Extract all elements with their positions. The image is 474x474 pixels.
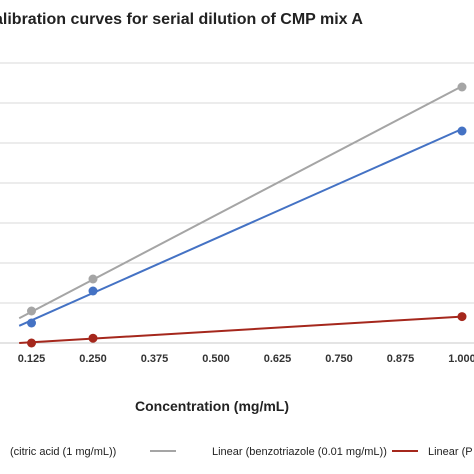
series-3 — [19, 312, 467, 348]
data-point — [88, 286, 98, 296]
legend: (citric acid (1 mg/mL)) Linear (benzotria… — [10, 446, 473, 458]
x-tick-label: 0.500 — [202, 353, 230, 365]
x-tick-label: 0.125 — [18, 353, 46, 365]
x-axis-title: Concentration (mg/mL) — [135, 398, 289, 414]
legend-label: Linear (benzotriazole (0.01 mg/mL)) — [212, 446, 387, 458]
data-point — [457, 82, 467, 92]
data-point — [88, 333, 98, 343]
gridlines — [0, 62, 474, 344]
series-1 — [18, 82, 467, 320]
data-point — [27, 306, 36, 316]
x-tick-label: 0.250 — [79, 353, 107, 365]
data-point — [457, 126, 467, 136]
legend-label: Linear (P — [428, 446, 473, 458]
trendline — [19, 315, 463, 344]
trendline — [18, 85, 463, 320]
x-axis-ticks: 0.125 0.250 0.375 0.500 0.625 0.750 0.875 1.000 — [18, 353, 474, 365]
trendline — [18, 128, 463, 327]
data-point — [457, 312, 467, 322]
x-tick-label: 0.625 — [264, 353, 292, 365]
x-tick-label: 0.750 — [325, 353, 353, 365]
x-tick-label: 1.000 — [448, 353, 474, 365]
series-group — [18, 82, 467, 348]
x-tick-label: 0.875 — [387, 353, 415, 365]
series-2 — [18, 126, 467, 328]
x-tick-label: 0.375 — [141, 353, 169, 365]
chart-title: alibration curves for serial dilution of… — [0, 11, 363, 28]
data-point — [27, 338, 36, 348]
data-point — [27, 318, 36, 328]
legend-label: (citric acid (1 mg/mL)) — [10, 446, 116, 458]
data-point — [88, 274, 98, 284]
